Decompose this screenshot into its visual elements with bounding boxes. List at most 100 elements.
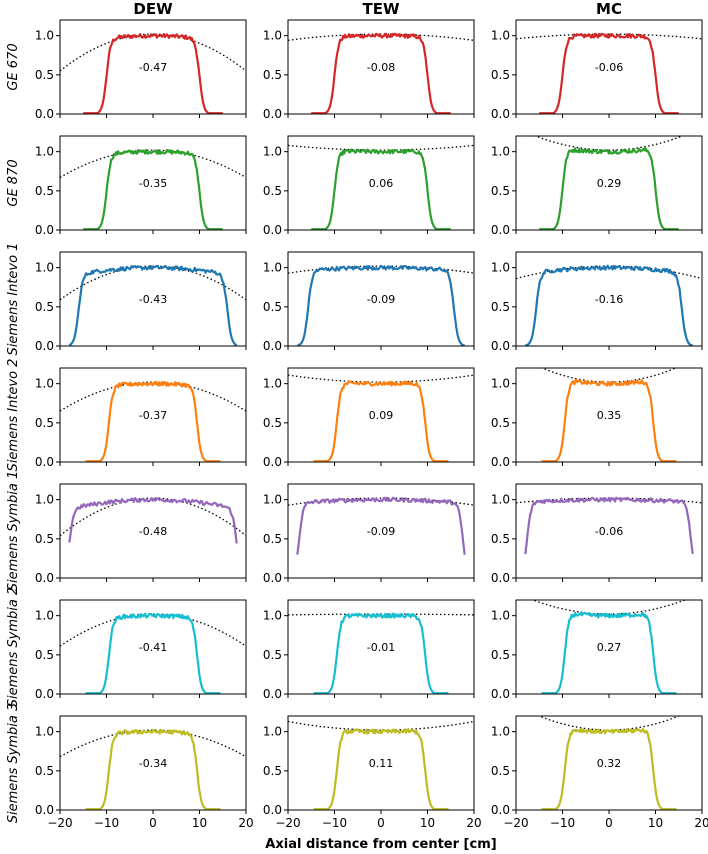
x-tick-label-0-4: 20 [238,816,253,830]
y-tick-label-3-0-2: 1.0 [35,377,54,391]
fit-curve-6-0 [60,729,246,758]
y-tick-label-1-1-2: 1.0 [263,145,282,159]
profile-2-0 [68,264,238,346]
panel-2-2: -0.16 0.0 0.5 1.0 [491,251,703,353]
fit-curve-6-1 [288,720,474,731]
column-title-mc: MC [596,0,622,18]
x-tick-label-2-2: 0 [605,816,613,830]
profile-6-2 [541,728,677,810]
y-tick-label-0-0-2: 1.0 [35,29,54,43]
panel-6-0: -0.34 0.0 0.5 1.0 −20 −10 0 10 20 [35,715,254,830]
row-label-2: Siemens Intevo 1 [6,243,21,356]
y-tick-label-2-0-1: 0.5 [35,300,54,314]
annotation-6-1: 0.11 [369,757,394,770]
panel-5-1: -0.01 0.0 0.5 1.0 [263,599,475,701]
panel-3-0: -0.37 0.0 0.5 1.0 [35,367,247,469]
y-tick-label-4-2-0: 0.0 [491,571,510,585]
y-tick-label-0-2-2: 1.0 [491,29,510,43]
y-tick-label-0-1-0: 0.0 [263,107,282,121]
y-tick-label-3-0-0: 0.0 [35,455,54,469]
y-tick-label-4-2-2: 1.0 [491,493,510,507]
y-tick-label-3-1-0: 0.0 [263,455,282,469]
y-tick-label-6-0-2: 1.0 [35,725,54,739]
y-tick-label-4-0-1: 0.5 [35,532,54,546]
fit-curve-1-0 [60,149,246,179]
y-tick-label-0-1-1: 0.5 [263,68,282,82]
panel-5-0: -0.41 0.0 0.5 1.0 [35,599,247,701]
y-tick-label-5-0-2: 1.0 [35,609,54,623]
panel-6-1: 0.11 0.0 0.5 1.0 −20 −10 0 10 20 [263,715,482,830]
y-tick-label-2-0-2: 1.0 [35,261,54,275]
annotation-6-0: -0.34 [139,757,167,770]
y-tick-label-6-2-2: 1.0 [491,725,510,739]
x-tick-label-2-0: −20 [503,816,528,830]
y-tick-label-5-2-0: 0.0 [491,687,510,701]
y-tick-label-4-1-1: 0.5 [263,532,282,546]
annotation-6-2: 0.32 [597,757,622,770]
y-tick-label-2-2-1: 0.5 [491,300,510,314]
y-tick-label-3-1-1: 0.5 [263,416,282,430]
y-tick-label-6-2-1: 0.5 [491,764,510,778]
fit-curve-1-1 [288,144,474,151]
profile-1-0 [83,148,223,230]
fit-curve-1-2 [533,136,685,151]
y-tick-label-3-1-2: 1.0 [263,377,282,391]
y-tick-label-4-1-2: 1.0 [263,493,282,507]
profile-2-2 [525,264,693,346]
annotation-2-2: -0.16 [595,293,623,306]
y-tick-label-3-0-1: 0.5 [35,416,54,430]
row-label-3: Siemens Intevo 2 [6,359,21,472]
y-tick-label-5-2-2: 1.0 [491,609,510,623]
annotation-2-0: -0.43 [139,293,167,306]
x-tick-label-2-3: 10 [648,816,663,830]
y-tick-label-6-2-0: 0.0 [491,803,510,817]
y-tick-label-2-0-0: 0.0 [35,339,54,353]
y-tick-label-4-0-2: 1.0 [35,493,54,507]
panel-1-2: 0.29 0.0 0.5 1.0 [491,135,703,237]
panel-0-1: -0.08 0.0 0.5 1.0 [263,19,475,121]
y-tick-label-5-2-1: 0.5 [491,648,510,662]
y-tick-label-4-1-0: 0.0 [263,571,282,585]
fit-curve-2-0 [60,265,246,301]
annotation-2-1: -0.09 [367,293,395,306]
profile-1-1 [311,148,451,230]
panel-1-0: -0.35 0.0 0.5 1.0 [35,135,247,237]
x-tick-label-1-0: −20 [275,816,300,830]
row-label-1: GE 870 [6,159,21,206]
profile-0-1 [311,32,451,114]
annotation-0-2: -0.06 [595,61,623,74]
profile-6-1 [313,728,449,810]
annotation-3-2: 0.35 [597,409,622,422]
panel-0-0: -0.47 0.0 0.5 1.0 [35,19,247,121]
y-tick-label-2-2-0: 0.0 [491,339,510,353]
y-tick-label-6-1-1: 0.5 [263,764,282,778]
x-tick-label-1-1: −10 [322,816,347,830]
profile-3-2 [541,378,677,462]
y-tick-label-3-2-2: 1.0 [491,377,510,391]
panel-3-1: 0.09 0.0 0.5 1.0 [263,367,475,469]
panel-4-0: -0.48 0.0 0.5 1.0 [35,483,247,585]
y-tick-label-1-0-2: 1.0 [35,145,54,159]
row-label-5: Siemens Symbia 2 [6,587,21,708]
row-label-4: Siemens Symbia 1 [6,471,21,592]
annotation-5-0: -0.41 [139,641,167,654]
x-axis-label: Axial distance from center [cm] [265,837,496,852]
y-tick-label-5-0-0: 0.0 [35,687,54,701]
fit-curve-6-2 [537,716,681,731]
x-tick-label-1-4: 20 [466,816,481,830]
annotation-1-2: 0.29 [597,177,622,190]
y-tick-label-1-2-1: 0.5 [491,184,510,198]
x-tick-label-1-2: 0 [377,816,385,830]
profile-1-2 [539,147,679,230]
panel-6-2: 0.32 0.0 0.5 1.0 −20 −10 0 10 20 [491,715,708,830]
profile-4-2 [524,496,694,555]
y-tick-label-5-1-0: 0.0 [263,687,282,701]
y-tick-label-0-2-1: 0.5 [491,68,510,82]
y-tick-label-6-0-0: 0.0 [35,803,54,817]
annotation-0-1: -0.08 [367,61,395,74]
profile-2-1 [297,264,465,346]
y-tick-label-6-1-2: 1.0 [263,725,282,739]
fit-curve-5-2 [531,600,687,615]
profile-5-1 [313,612,449,694]
